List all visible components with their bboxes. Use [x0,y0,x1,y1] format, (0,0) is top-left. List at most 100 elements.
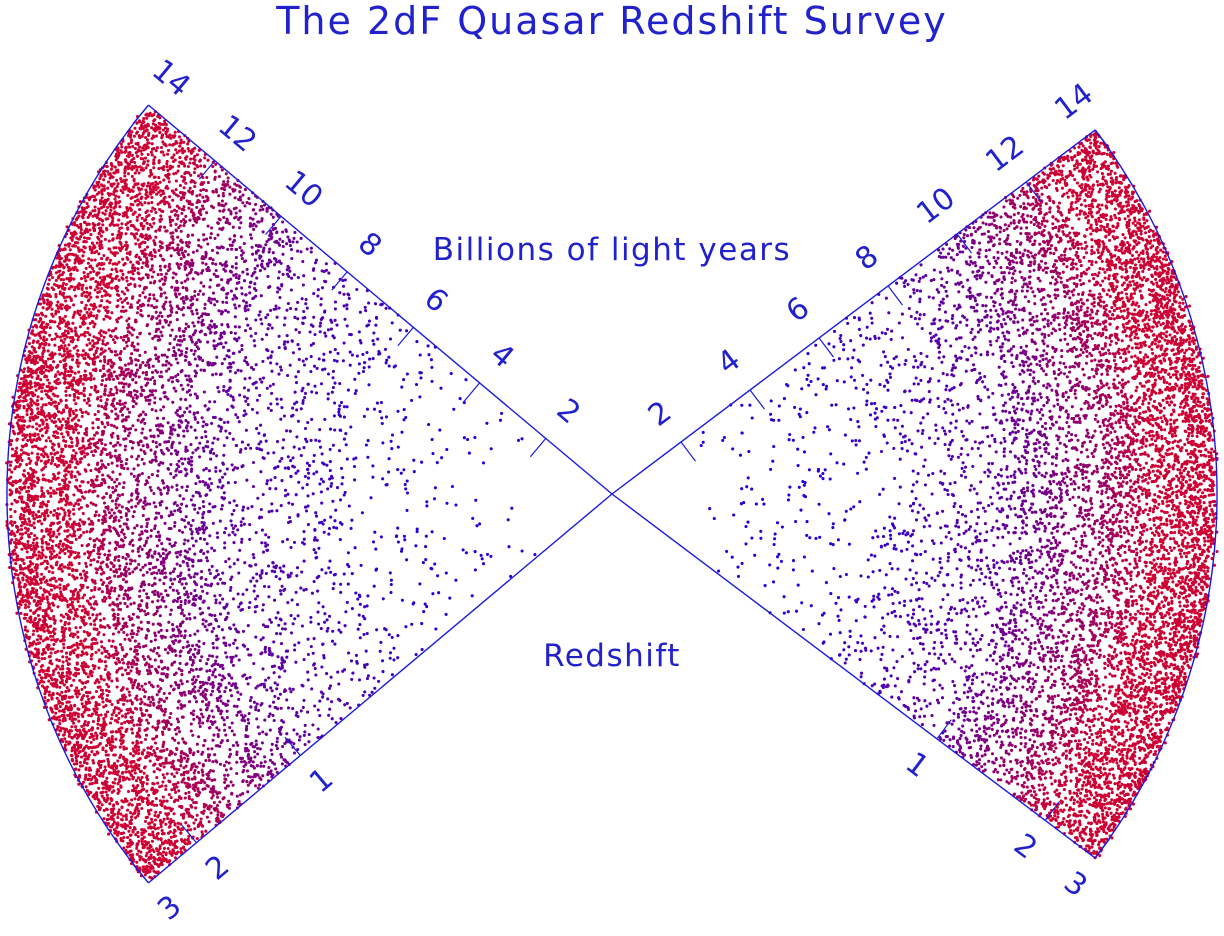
quasar-point [136,492,140,496]
quasar-point [36,613,41,618]
quasar-point [135,154,139,158]
quasar-point [330,390,334,394]
quasar-point [41,548,45,552]
quasar-point [84,303,88,307]
quasar-point [155,693,159,697]
quasar-point [114,200,118,204]
quasar-point [155,474,160,478]
quasar-point [365,350,369,355]
quasar-point [143,682,147,686]
quasar-point [431,592,435,596]
quasar-point [66,331,70,335]
quasar-point [305,483,309,487]
quasar-point [106,180,111,184]
quasar-point [170,807,174,811]
quasar-point [168,542,172,546]
quasar-point [155,544,159,548]
quasar-point [285,698,289,702]
quasar-point [191,302,195,306]
quasar-point [175,555,179,559]
quasar-point [248,326,252,331]
quasar-point [40,657,44,661]
quasar-point [327,686,332,690]
quasar-point [241,505,246,509]
quasar-point [153,589,157,593]
quasar-point [282,414,286,418]
quasar-point [26,539,30,544]
quasar-point [169,684,173,688]
quasar-point [234,255,238,260]
quasar-point [60,371,64,375]
quasar-point [223,606,227,610]
quasar-point [174,179,178,183]
quasar-point [116,376,120,380]
quasar-point [159,272,163,276]
quasar-point [387,470,391,474]
quasar-point [289,248,294,252]
quasar-point [80,300,84,304]
quasar-point [108,529,113,533]
quasar-point [225,217,229,221]
quasar-point [384,361,388,365]
quasar-point [75,686,79,690]
quasar-point [142,748,146,752]
quasar-point [424,545,428,549]
quasar-point [230,523,234,527]
quasar-point [364,649,368,653]
quasar-point [269,361,273,365]
quasar-point [97,185,101,189]
quasar-point [213,613,217,618]
quasar-point [151,336,155,340]
quasar-point [110,717,114,721]
chart-title: The 2dF Quasar Redshift Survey [275,0,948,43]
quasar-point [190,805,194,809]
quasar-point [309,615,313,619]
quasar-point [92,667,96,671]
quasar-point [268,758,272,762]
quasar-point [196,411,200,415]
quasar-point [164,395,168,399]
quasar-point [192,801,196,805]
quasar-point [258,377,262,381]
quasar-point [78,760,82,765]
quasar-point [274,304,278,308]
quasar-point [319,490,323,494]
quasar-point [118,443,122,447]
quasar-point [131,145,135,149]
quasar-point [96,494,100,498]
quasar-point [182,217,186,222]
quasar-point [134,489,138,493]
quasar-point [293,390,297,394]
quasar-point [143,421,147,425]
quasar-point [243,409,247,413]
quasar-point [35,536,39,540]
quasar-point [22,513,26,518]
quasar-point [54,667,58,671]
quasar-point [289,613,293,618]
quasar-point [264,533,268,537]
quasar-point [133,811,137,815]
quasar-point [205,628,209,632]
quasar-point [374,323,378,327]
quasar-point [206,180,210,185]
quasar-point [260,380,264,384]
quasar-point [328,447,332,451]
quasar-point [283,669,287,673]
quasar-point [121,338,126,342]
quasar-point [136,267,140,271]
quasar-point [148,428,152,432]
quasar-point [320,501,324,505]
quasar-point [181,286,185,290]
quasar-point [264,316,268,320]
quasar-point [327,713,331,717]
quasar-point [162,582,166,586]
quasar-point [231,297,235,301]
quasar-point [185,679,189,684]
quasar-point [106,462,110,466]
quasar-point [74,428,78,432]
quasar-point [300,570,304,574]
quasar-point [193,598,198,602]
quasar-point [140,806,144,811]
quasar-point [219,507,224,511]
quasar-point [72,721,76,725]
